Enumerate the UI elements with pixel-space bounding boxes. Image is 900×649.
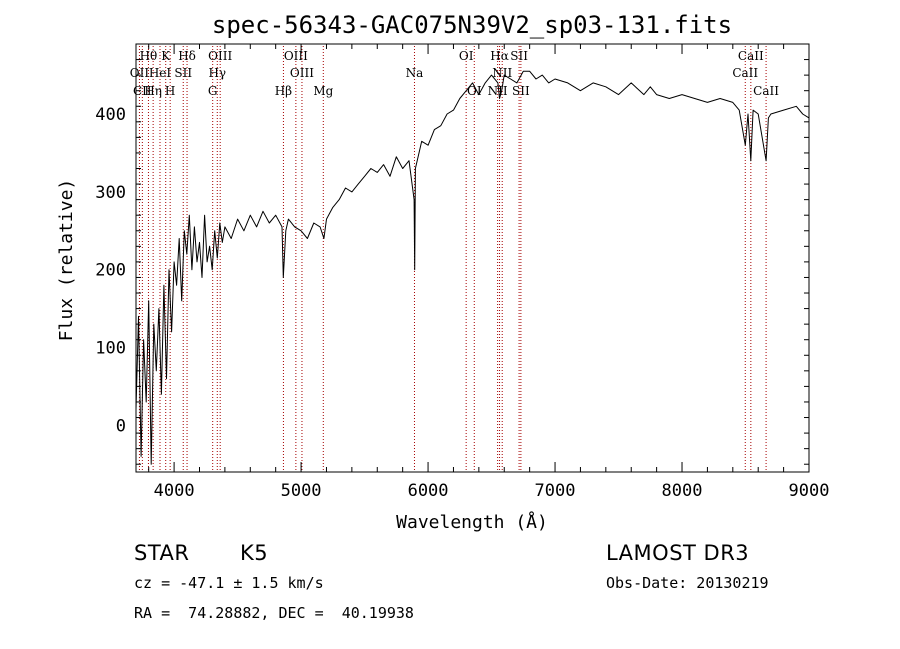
line-label-0: Hθ <box>140 49 158 63</box>
line-label-12: OIII <box>284 49 308 63</box>
y-tick-label-300: 300 <box>95 183 126 203</box>
line-label-14: Hβ <box>275 84 292 98</box>
line-label-13: OIII <box>290 66 314 80</box>
line-label-24: CaII <box>738 49 764 63</box>
y-axis-ticks: 0 100 200 300 400 <box>95 59 809 465</box>
redshift-cz: cz = -47.1 ± 1.5 km/s <box>134 574 324 592</box>
line-label-25: CaII <box>732 66 758 80</box>
spectrum-line-0 <box>135 70 810 465</box>
plot-frame <box>135 43 810 473</box>
y-tick-label-100: 100 <box>95 338 126 358</box>
spectral-subclass: K5 <box>240 541 269 565</box>
spectrum-series <box>135 70 810 465</box>
survey-name: LAMOST DR3 <box>606 541 750 565</box>
marker-lines <box>138 46 767 472</box>
line-label-19: Hα <box>490 49 509 63</box>
line-label-7: CII <box>133 84 152 98</box>
object-type: STAR <box>134 541 190 565</box>
observation-date: Obs-Date: 20130219 <box>606 574 769 592</box>
line-label-5: SII <box>174 66 192 80</box>
line-label-10: G <box>208 84 218 98</box>
y-tick-label-0: 0 <box>116 416 126 436</box>
line-label-8: Hη <box>144 84 162 98</box>
line-label-18: OI <box>467 84 482 98</box>
line-label-23: SII <box>512 84 530 98</box>
line-label-6: Hγ <box>208 66 226 80</box>
y-tick-label-200: 200 <box>95 261 126 281</box>
line-label-15: Mg <box>313 84 333 98</box>
x-axis-ticks: 4000 5000 6000 7000 8000 9000 <box>148 44 830 501</box>
line-label-17: OI <box>459 49 474 63</box>
line-label-26: CaII <box>753 84 779 98</box>
y-tick-label-400: 400 <box>95 105 126 125</box>
y-axis-label: Flux (relative) <box>56 179 77 342</box>
line-label-9: H <box>165 84 175 98</box>
line-label-21: NII <box>488 84 508 98</box>
x-tick-label-5000: 5000 <box>281 481 322 501</box>
line-label-3: OII <box>130 66 150 80</box>
x-tick-label-9000: 9000 <box>789 481 830 501</box>
x-axis-label: Wavelength (Å) <box>396 511 548 533</box>
x-tick-label-6000: 6000 <box>408 481 449 501</box>
line-label-4: HeI <box>149 66 172 80</box>
x-tick-label-8000: 8000 <box>662 481 703 501</box>
line-label-22: SII <box>510 49 528 63</box>
x-tick-label-4000: 4000 <box>154 481 195 501</box>
line-label-11: OIII <box>208 49 232 63</box>
line-label-1: K <box>161 49 171 63</box>
chart-title: spec-56343-GAC075N39V2_sp03-131.fits <box>212 11 732 39</box>
ra-dec: RA = 74.28882, DEC = 40.19938 <box>134 604 414 622</box>
line-label-2: Hδ <box>178 49 196 63</box>
x-tick-label-7000: 7000 <box>535 481 576 501</box>
line-label-16: Na <box>406 66 424 80</box>
